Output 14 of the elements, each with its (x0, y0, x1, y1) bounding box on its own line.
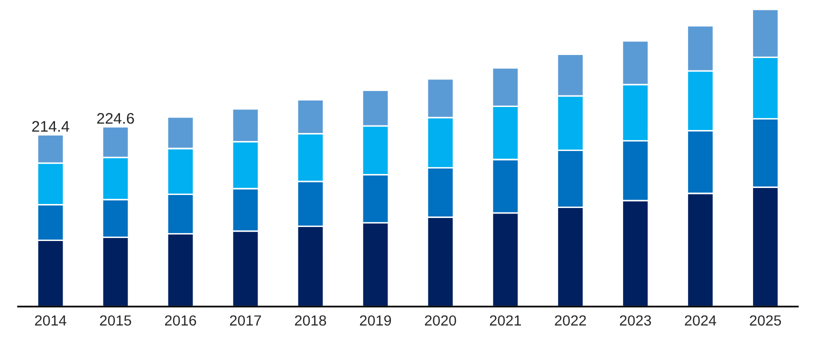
x-tick-label: 2020 (424, 315, 456, 326)
x-tick-label: 2019 (360, 315, 391, 326)
x-tick-label: 2025 (750, 315, 781, 326)
x-tick-label: 2016 (165, 315, 196, 326)
x-tick-label: 2017 (230, 315, 261, 326)
x-tick-label: 2021 (490, 315, 521, 326)
x-tick-label: 2015 (100, 315, 132, 326)
x-tick-label: 2024 (684, 315, 716, 326)
x-tick-label: 2014 (35, 315, 66, 326)
x-tick-label: 2023 (620, 315, 651, 326)
x-tick-label: 2022 (554, 315, 586, 326)
annotation: 214.4 (32, 120, 70, 132)
annotation: 224.6 (97, 112, 134, 124)
x-tick-label: 2018 (294, 315, 326, 326)
